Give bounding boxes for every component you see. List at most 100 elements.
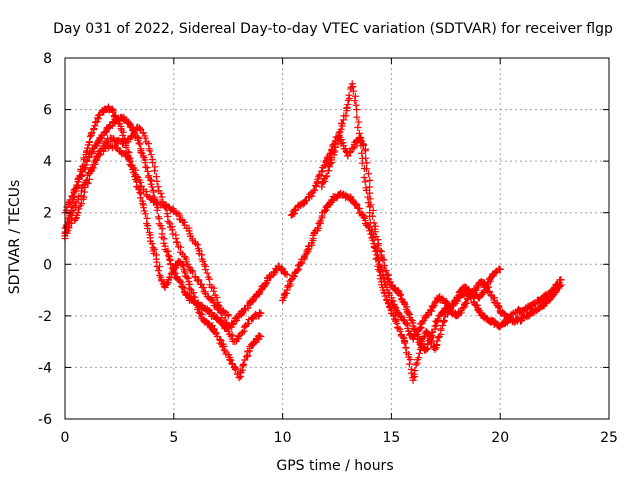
x-tick-label: 15 (382, 430, 400, 446)
data-point-interp (155, 263, 163, 271)
y-tick-label: 2 (43, 206, 52, 222)
data-point-interp (71, 202, 79, 210)
data-point-interp (142, 188, 150, 196)
data-point-interp (157, 189, 165, 197)
data-point (257, 309, 265, 317)
data-point-interp (386, 278, 394, 286)
data-point (431, 345, 439, 353)
data-point-interp (411, 367, 419, 375)
x-tick-label: 20 (491, 430, 509, 446)
data-point-interp (369, 212, 377, 220)
data-point-interp (513, 316, 521, 324)
data-point (257, 332, 265, 340)
data-point-interp (108, 105, 116, 113)
data-point-interp (68, 193, 76, 201)
data-point (348, 80, 356, 88)
data-point (144, 167, 152, 175)
data-point-interp (93, 153, 101, 161)
data-point-interp (194, 277, 202, 285)
data-point-interp (415, 354, 423, 362)
data-point-interp (382, 296, 390, 304)
data-point-interp (375, 260, 383, 268)
data-point (165, 219, 173, 227)
data-point (74, 196, 82, 204)
data-point-interp (345, 91, 353, 99)
data-point-interp (360, 173, 368, 181)
data-point-interp (480, 287, 488, 295)
data-point-interp (255, 332, 263, 340)
plot-frame (64, 57, 610, 420)
data-point (361, 147, 369, 155)
data-point-interp (239, 362, 247, 370)
data-point-interp (158, 193, 166, 201)
data-point-interp (223, 323, 231, 331)
y-tick-label: -6 (38, 412, 52, 428)
data-point (366, 183, 374, 191)
data-point-interp (64, 218, 72, 226)
data-point-interp (399, 316, 407, 324)
x-tick-label: 25 (600, 430, 618, 446)
data-point-interp (281, 270, 289, 278)
data-point-interp (437, 325, 445, 333)
data-point-interp (210, 287, 218, 295)
data-point (224, 312, 232, 320)
data-point-interp (281, 289, 289, 297)
data-point-interp (362, 154, 370, 162)
data-point-interp (81, 165, 89, 173)
y-tick-label: -2 (38, 309, 52, 325)
data-point-interp (396, 291, 404, 299)
data-point-interp (136, 189, 144, 197)
x-axis-label: GPS time / hours (276, 458, 393, 474)
data-point-interp (154, 267, 162, 275)
data-point-interp (153, 206, 161, 214)
data-point-interp (160, 239, 168, 247)
data-point-interp (419, 334, 427, 342)
data-point-interp (374, 241, 382, 249)
data-point-interp (337, 125, 345, 133)
grid-layer (65, 58, 609, 419)
data-point-interp (349, 87, 357, 95)
data-point (496, 265, 504, 273)
data-point-interp (359, 140, 367, 148)
data-point (287, 276, 295, 284)
data-point (383, 271, 391, 279)
y-tick-label: -4 (38, 360, 52, 376)
data-point-interp (305, 242, 313, 250)
data-point-interp (154, 183, 162, 191)
data-point-interp (266, 272, 274, 280)
data-point-interp (164, 217, 172, 225)
x-tick-label: 0 (61, 430, 70, 446)
data-point-interp (62, 221, 70, 229)
y-axis-label: SDTVAR / TECUs (7, 180, 23, 295)
data-point (326, 160, 334, 168)
data-point-interp (401, 339, 409, 347)
chart-title: Day 031 of 2022, Sidereal Day-to-day VTE… (53, 21, 613, 37)
data-point (185, 227, 193, 235)
data-point-interp (168, 226, 176, 234)
data-point-interp (77, 200, 85, 208)
data-point-interp (109, 108, 117, 116)
data-point (148, 183, 156, 191)
data-point (283, 271, 291, 279)
data-point (87, 165, 95, 173)
data-point-interp (382, 267, 390, 275)
data-point-interp (318, 167, 326, 175)
data-point-interp (420, 316, 428, 324)
data-point-interp (86, 169, 94, 177)
data-point-interp (167, 260, 175, 268)
x-tick-label: 10 (274, 430, 292, 446)
data-point-interp (425, 337, 433, 345)
data-point-interp (389, 297, 397, 305)
data-point-interp (297, 258, 305, 266)
data-point-interp (376, 275, 384, 283)
data-point (353, 106, 361, 114)
data-point-interp (149, 188, 157, 196)
data-point-interp (151, 167, 159, 175)
data-point-interp (239, 360, 247, 368)
data-point (133, 173, 141, 181)
data-point (126, 157, 134, 165)
data-point-interp (374, 257, 382, 265)
data-point (422, 345, 430, 353)
